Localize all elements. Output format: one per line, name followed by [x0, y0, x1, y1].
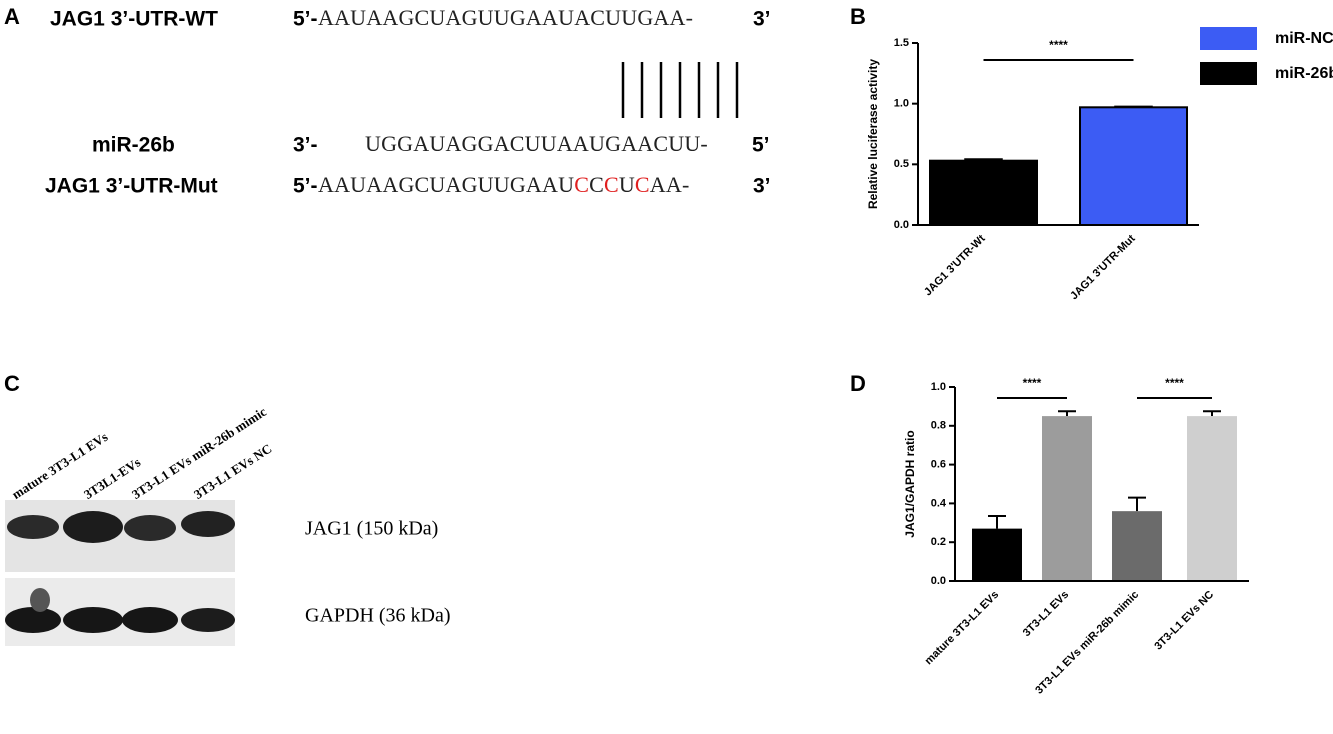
x-tick-label: mature 3T3-L1 EVs [923, 589, 1002, 668]
panel-label: B [850, 4, 866, 29]
y-tick-label: 0.0 [894, 219, 909, 231]
legend-swatch [1200, 27, 1257, 50]
sequence-part: C [635, 172, 650, 197]
legend-label: miR-26b [1275, 65, 1333, 82]
bar [1112, 511, 1162, 581]
legend-swatch [1200, 62, 1257, 85]
pairing-lines [621, 62, 739, 118]
sequence-label: miR-26b [92, 134, 175, 157]
y-axis-label: Relative luciferase activity [866, 59, 880, 209]
y-tick-label: 1.5 [894, 37, 909, 49]
panel-label: D [850, 371, 866, 396]
y-tick-label: 0.8 [931, 420, 946, 432]
x-tick-label: 3T3-L1 EVs [1021, 589, 1071, 639]
band-label: GAPDH (36 kDa) [305, 605, 451, 627]
sequence-part: U [619, 172, 635, 197]
sequence: AAUAAGCUAGUUGAAUCCCUCAA- [318, 172, 690, 197]
bar [929, 159, 1038, 226]
sequence-part: C [604, 172, 619, 197]
y-tick-label: 0.2 [931, 536, 946, 548]
x-tick-label: 3T3-L1 EVs NC [1152, 589, 1216, 653]
y-tick-label: 0.5 [894, 158, 909, 170]
sequence-part: AAUAAGCUAGUUGAAU [318, 172, 574, 197]
western-blot [5, 500, 235, 646]
bar [1079, 106, 1188, 226]
sequence-label: JAG1 3’-UTR-WT [50, 8, 218, 31]
sequence-end: 3’ [753, 8, 771, 31]
band-label: JAG1 (150 kDa) [305, 518, 438, 540]
y-tick-label: 0.4 [931, 497, 947, 509]
panel-label: A [4, 4, 20, 29]
bar [1042, 416, 1092, 581]
sequence-part: UGGAUAGGACUUAAUGAACUU- [365, 131, 708, 156]
y-tick-label: 0.0 [931, 575, 946, 587]
y-tick-label: 0.6 [931, 459, 946, 471]
significance-label: **** [1023, 376, 1042, 390]
sequence-end: 5’- [293, 175, 318, 198]
y-tick-label: 1.0 [894, 98, 909, 110]
significance-label: **** [1165, 376, 1184, 390]
sequence-end: 3’ [753, 175, 771, 198]
sequence-part: AAUAAGCUAGUUGAAUACUUGAA- [318, 5, 693, 30]
bar [972, 528, 1022, 581]
significance-label: **** [1049, 38, 1068, 52]
x-tick-label: JAG1 3'UTR-Mut [1068, 232, 1138, 302]
sequence-end: 5’ [752, 134, 770, 157]
bar [1187, 416, 1237, 581]
sequence-part: C [589, 172, 604, 197]
legend-label: miR-NC [1275, 30, 1333, 47]
sequence-part: AA- [650, 172, 690, 197]
y-axis-label: JAG1/GAPDH ratio [903, 430, 917, 537]
sequence-end: 3’- [293, 134, 318, 157]
sequence: AAUAAGCUAGUUGAAUACUUGAA- [318, 5, 693, 30]
sequence-label: JAG1 3’-UTR-Mut [45, 175, 218, 198]
y-tick-label: 1.0 [931, 381, 946, 393]
sequence: UGGAUAGGACUUAAUGAACUU- [365, 131, 708, 156]
panel-label: C [4, 371, 20, 396]
x-tick-label: JAG1 3'UTR-Wt [922, 232, 988, 298]
sequence-end: 5’- [293, 8, 318, 31]
sequence-part: C [574, 172, 589, 197]
